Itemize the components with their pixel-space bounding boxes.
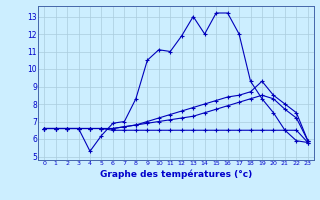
X-axis label: Graphe des températures (°c): Graphe des températures (°c) <box>100 169 252 179</box>
